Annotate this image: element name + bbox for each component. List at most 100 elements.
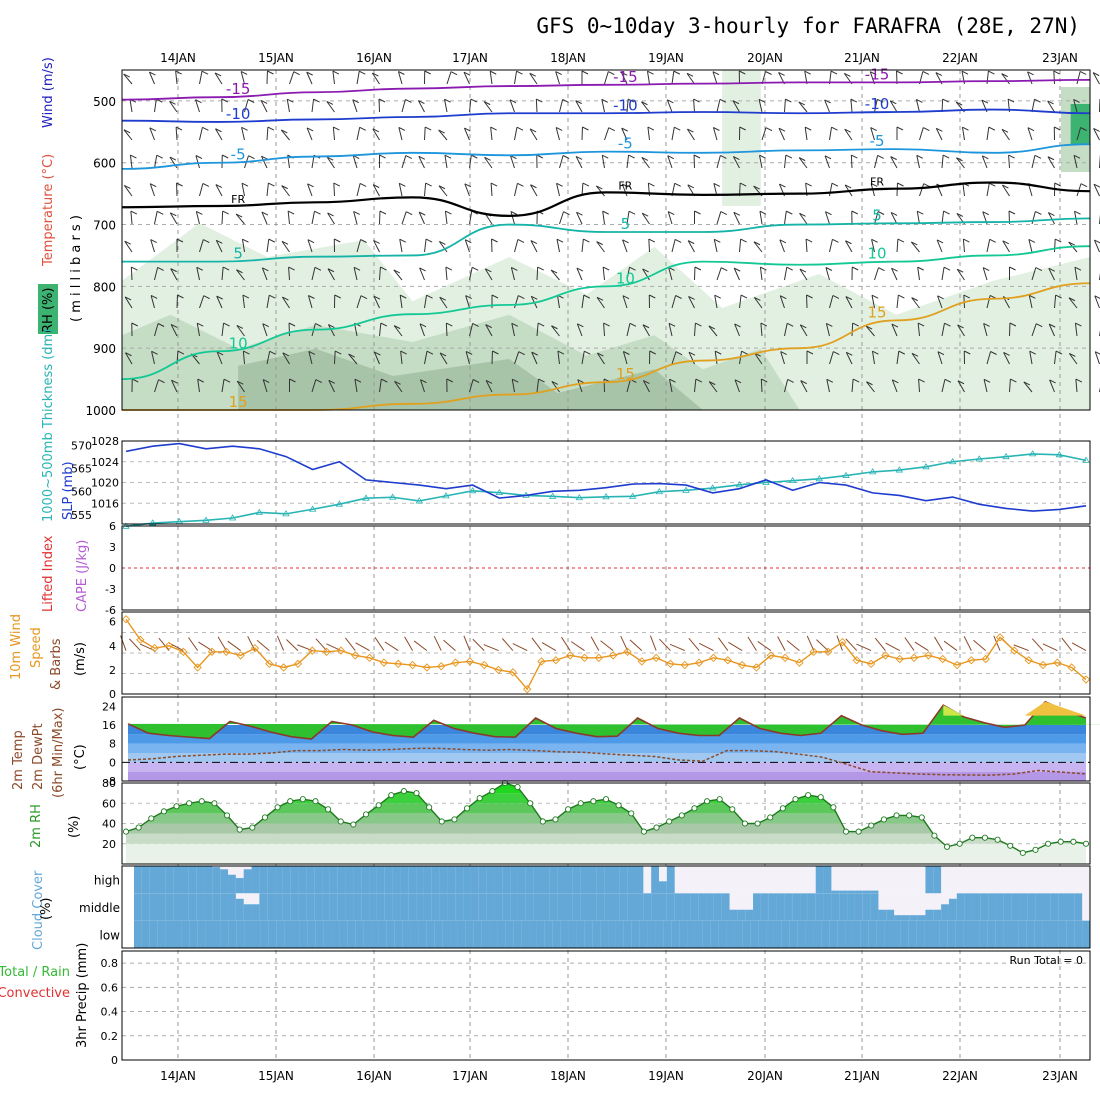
cloud-bg <box>800 866 809 894</box>
upper-wind-barb <box>535 98 538 113</box>
upper-wind-barb-flag <box>150 239 157 244</box>
cloud-low-bar <box>679 920 688 948</box>
rh2m-band-2 <box>126 823 1086 834</box>
upper-wind-barb-flag <box>511 322 519 327</box>
cloud-bg <box>917 893 926 921</box>
cloud-low-bar <box>592 920 601 948</box>
rh2m-band-4 <box>126 803 1086 814</box>
temp-band-0 <box>128 771 1086 781</box>
cloud-low-bar <box>813 920 822 948</box>
cloud-low-bar <box>647 920 656 948</box>
cloud-low-bar <box>702 920 712 948</box>
wind10m-barb <box>404 636 414 651</box>
upper-wind-barb-flag <box>844 73 851 77</box>
upper-wind-barb-flag <box>334 350 342 355</box>
slp-y-tick: 1020 <box>91 477 119 490</box>
upper-wind-barb <box>956 268 965 281</box>
upper-wind-barb <box>170 268 178 281</box>
cloud-low-bar <box>1058 920 1067 948</box>
upper-wind-barb <box>1076 183 1082 197</box>
thickness-marker <box>975 455 984 462</box>
cloud-middle-bar <box>314 893 323 921</box>
upper-wind-barb-flag <box>964 350 971 355</box>
upper-wind-barb-flag <box>202 126 209 131</box>
upper-wind-barb-flag <box>472 379 480 383</box>
upper-wind-barb <box>896 238 899 253</box>
upper-wind-barb <box>1001 129 1010 141</box>
upper-wind-barb-flag <box>418 100 425 104</box>
wind10m-barb <box>463 635 471 651</box>
upper-wind-barb <box>530 184 538 197</box>
upper-wind-barb <box>424 351 428 365</box>
upper-wind-barb-flag <box>438 129 445 134</box>
wind10m-barb <box>669 643 686 652</box>
upper-wind-barb <box>420 379 425 393</box>
wind10m-marker <box>422 663 432 672</box>
upper-wind-barb <box>398 127 403 141</box>
upper-wind-barb <box>332 71 335 85</box>
upper-wind-barb-flag <box>150 183 157 188</box>
stability-y-tick: -6 <box>105 604 116 617</box>
rh2m-marker <box>994 836 1001 843</box>
cloud-middle-bar <box>220 893 229 921</box>
cloud-middle-bar <box>713 893 723 921</box>
rh2m-marker <box>287 798 294 805</box>
cloud-bg <box>1050 866 1060 894</box>
upper-wind-barb-flag <box>760 266 767 271</box>
wind10m-marker <box>680 660 689 670</box>
upper-wind-barb-flag <box>1093 127 1100 132</box>
upper-wind-barb-flag <box>551 381 559 385</box>
wind10m-marker <box>508 668 518 677</box>
upper-wind-barb <box>1054 351 1057 365</box>
upper-wind-barb <box>824 99 830 113</box>
upper-wind-barb-flag <box>852 266 859 271</box>
upper-wind-barb-flag <box>576 211 583 216</box>
upper-wind-barb <box>438 185 448 197</box>
cloud-middle-bar <box>486 893 495 921</box>
thickness-marker <box>628 492 637 499</box>
cloud-bg <box>1066 866 1075 894</box>
upper-wind-barb <box>941 155 944 169</box>
cloud-low-bar <box>450 920 459 948</box>
upper-wind-barb-flag <box>353 210 360 215</box>
cloud-middle-bar <box>196 893 206 921</box>
rh2m-marker <box>817 794 824 801</box>
upper-wind-barb <box>983 379 988 393</box>
upper-wind-barb-flag <box>517 182 524 187</box>
cloud-bg <box>784 866 793 894</box>
upper-wind-barb-flag <box>831 182 839 187</box>
upper-wind-barb-flag <box>1009 266 1016 271</box>
cloud-bg <box>948 866 958 894</box>
cloud-middle-bar <box>282 893 292 921</box>
cloud-low-bar <box>536 920 546 948</box>
upper-wind-barb-flag <box>846 351 853 356</box>
upper-wind-barb-flag <box>1008 154 1015 159</box>
upper-y-tick: 1000 <box>85 404 116 418</box>
upper-wind-barb-flag <box>649 350 656 355</box>
wind10m-marker <box>365 653 374 662</box>
cloud-bg <box>1042 866 1052 894</box>
upper-wind-barb-flag <box>373 239 380 244</box>
cloud-high-bar <box>141 866 151 894</box>
upper-wind-barb <box>282 296 290 309</box>
wind10m-marker <box>1053 658 1062 667</box>
upper-wind-barb <box>986 127 990 141</box>
wind10m-barb <box>158 637 170 651</box>
upper-wind-barb-flag <box>333 126 340 131</box>
upper-wind-barb-flag <box>537 322 545 327</box>
upper-wind-barb <box>373 240 380 253</box>
cloud-middle-bar <box>463 893 472 921</box>
upper-wind-barb <box>236 269 245 281</box>
temp-contour--15 <box>121 78 1091 101</box>
cloud-high-bar <box>455 866 464 894</box>
rh2m-marker <box>337 818 344 825</box>
temp2m-area <box>128 701 1100 739</box>
cloud-low-bar <box>639 920 649 948</box>
precip-y-tick: 0 <box>111 1054 118 1067</box>
wind10m-barb <box>963 636 972 651</box>
thickness-y-tick: 555 <box>71 509 92 522</box>
upper-wind-barb-flag <box>444 98 451 103</box>
upper-wind-barb-flag <box>739 126 746 131</box>
upper-wind-barb <box>1093 128 1100 141</box>
upper-wind-barb <box>356 183 361 197</box>
